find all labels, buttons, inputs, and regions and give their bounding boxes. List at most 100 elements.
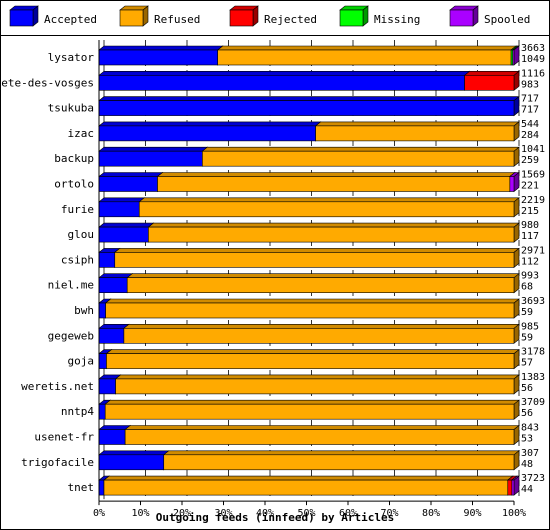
category-label: tnet (68, 481, 95, 494)
bar-total-label: 843 (521, 423, 539, 434)
category-label: backup (54, 152, 94, 165)
bar-total-label: 717 (521, 94, 539, 105)
bar-segment-accepted (98, 197, 146, 218)
legend-swatch-rejected (229, 5, 259, 27)
bar-segment-accepted (98, 146, 209, 167)
category-label: izac (68, 127, 95, 140)
bar-accepted-label: 59 (521, 307, 533, 318)
bar-segment-refused (201, 146, 520, 167)
bar-accepted-label: 259 (521, 155, 539, 166)
bar-accepted-label: 717 (521, 105, 539, 116)
bar-accepted-label: 59 (521, 332, 533, 343)
category-label: goja (68, 355, 95, 368)
category-label: bete-des-vosges (0, 76, 94, 89)
legend-label-refused: Refused (154, 13, 200, 26)
bar-total-label: 1041 (521, 144, 545, 155)
category-label: usenet-fr (34, 431, 94, 444)
legend-item-rejected: Rejected (229, 5, 317, 27)
legend-label-spooled: Spooled (484, 13, 530, 26)
bar-accepted-label: 57 (521, 358, 533, 369)
bar-segment-refused (114, 374, 520, 395)
bar-segment-refused (104, 399, 520, 420)
bar-segment-rejected (463, 70, 520, 91)
bar-accepted-label: 44 (521, 484, 533, 495)
x-tick-label: 80% (422, 508, 440, 519)
category-label: trigofacile (21, 456, 94, 469)
legend-label-missing: Missing (374, 13, 420, 26)
bar-total-label: 993 (521, 271, 539, 282)
x-tick-label: 30% (214, 508, 232, 519)
legend-swatch-refused (119, 5, 149, 27)
bar-total-label: 1116 (521, 68, 545, 79)
bar-accepted-label: 983 (521, 79, 539, 90)
category-label: glou (68, 228, 95, 241)
bar-segment-spooled (508, 171, 520, 193)
category-label: gegeweb (48, 329, 94, 342)
bar-accepted-label: 117 (521, 231, 539, 242)
legend-item-spooled: Spooled (449, 5, 530, 27)
bar-segment-accepted (98, 95, 520, 117)
bar-segment-accepted (98, 70, 471, 91)
bar-accepted-label: 56 (521, 383, 533, 394)
bar-segment-refused (124, 424, 520, 446)
x-tick-label: 10% (131, 508, 149, 519)
category-label: furie (61, 203, 94, 216)
bar-accepted-label: 215 (521, 206, 539, 217)
bar-total-label: 3723 (521, 473, 545, 484)
legend-swatch-spooled (449, 5, 479, 27)
legend-label-rejected: Rejected (264, 13, 317, 26)
bar-segment-spooled (511, 45, 520, 66)
bar-total-label: 544 (521, 119, 539, 130)
bar-total-label: 3693 (521, 296, 545, 307)
bar-total-label: 2219 (521, 195, 545, 206)
bar-total-label: 985 (521, 321, 539, 332)
legend: Accepted Refused Rejected Missing Spooled (9, 5, 530, 27)
bar-segment-refused (123, 323, 520, 344)
bar-segment-accepted (98, 450, 170, 471)
bar-total-label: 980 (521, 220, 539, 231)
bar-segment-refused (314, 121, 520, 142)
x-tick-label: 60% (339, 508, 357, 519)
bar-segment-refused (138, 197, 520, 218)
bar-segment-refused (103, 475, 514, 496)
category-label: bwh (74, 304, 94, 317)
bar-segment-refused (156, 171, 516, 193)
bar-accepted-label: 221 (521, 181, 539, 192)
bar-segment-accepted (98, 222, 155, 243)
x-tick-label: 0% (93, 508, 105, 519)
category-label: niel.me (48, 279, 94, 292)
x-tick-label: 100% (502, 508, 526, 519)
x-tick-label: 70% (380, 508, 398, 519)
legend-swatch-missing (339, 5, 369, 27)
bar-segment-accepted (98, 121, 322, 142)
bar-segment-refused (105, 348, 520, 370)
bar-segment-refused (162, 450, 520, 471)
bar-segment-refused (147, 222, 520, 243)
bar-accepted-label: 53 (521, 434, 533, 445)
category-label: ortolo (54, 178, 94, 191)
bar-total-label: 1383 (521, 372, 545, 383)
x-tick-label: 90% (463, 508, 481, 519)
legend-swatch-accepted (9, 5, 39, 27)
bar-total-label: 3178 (521, 347, 545, 358)
legend-label-accepted: Accepted (44, 13, 97, 26)
bar-total-label: 3663 (521, 43, 545, 54)
bar-segment-refused (104, 298, 520, 319)
